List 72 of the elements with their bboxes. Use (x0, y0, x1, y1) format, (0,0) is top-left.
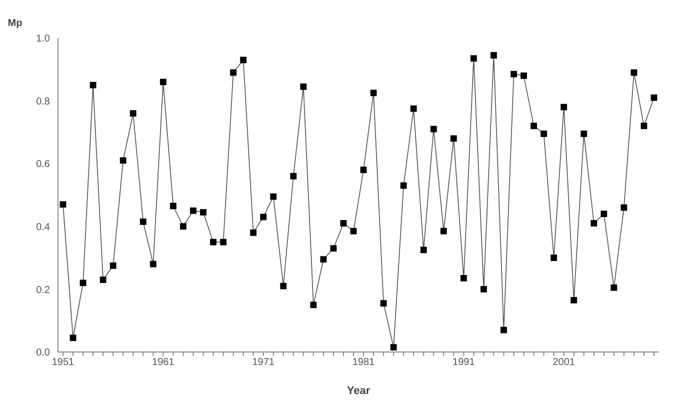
point (140, 218, 146, 225)
point (390, 344, 397, 350)
point (500, 326, 507, 334)
point (160, 78, 166, 86)
point (380, 300, 387, 307)
point (230, 69, 236, 76)
point (440, 228, 447, 234)
point (270, 193, 277, 200)
point (550, 254, 558, 261)
point (470, 55, 477, 62)
point (640, 122, 648, 130)
point (340, 220, 347, 226)
point (430, 126, 437, 132)
point (450, 135, 457, 142)
point (510, 70, 517, 78)
point (150, 260, 156, 268)
point (350, 228, 357, 234)
x-tick-label: 1951 (52, 357, 75, 368)
point (170, 202, 176, 210)
point (100, 276, 106, 283)
point (250, 229, 257, 236)
point (460, 275, 467, 282)
point (280, 282, 287, 290)
point (290, 172, 297, 180)
point (420, 246, 427, 254)
point (610, 284, 618, 291)
point (490, 52, 497, 58)
point (240, 56, 247, 64)
y-tick-label: 1.0 (36, 34, 50, 45)
point (180, 223, 186, 230)
point (410, 105, 417, 112)
point (570, 296, 578, 304)
point (320, 256, 327, 263)
y-tick-label: 0.6 (36, 159, 50, 170)
point (70, 334, 76, 342)
y-tick-label: 0.8 (36, 96, 50, 108)
point (190, 208, 196, 214)
point (650, 94, 658, 101)
y-tick-label: 0.0 (36, 348, 50, 359)
point (200, 209, 206, 216)
x-tick-label: 1961 (152, 357, 175, 368)
point (220, 238, 226, 246)
point (560, 104, 568, 110)
x-tick-label: 2001 (552, 357, 576, 368)
point (110, 262, 116, 269)
point (330, 245, 337, 252)
point (520, 72, 527, 79)
point (540, 130, 548, 137)
point (300, 83, 307, 90)
point (130, 110, 136, 117)
point (400, 182, 407, 189)
y-tick-label: 0.2 (36, 284, 50, 296)
point (620, 204, 628, 211)
x-tick-label: 1981 (352, 357, 376, 368)
x-tick-label: 1991 (452, 357, 476, 368)
point (530, 122, 537, 130)
point (120, 157, 126, 164)
point (480, 286, 487, 292)
point (260, 214, 267, 220)
x-axis-title: Year (346, 385, 371, 397)
point (90, 82, 96, 88)
point (600, 210, 608, 218)
point (310, 302, 317, 308)
point (590, 220, 598, 226)
point (60, 201, 66, 208)
point (80, 280, 86, 286)
point (580, 130, 588, 137)
point (360, 166, 367, 174)
y-tick-label: 0.4 (36, 222, 50, 233)
x-tick-label: 1971 (252, 357, 275, 368)
y-axis-title: Mp (8, 18, 22, 29)
point (210, 238, 216, 246)
